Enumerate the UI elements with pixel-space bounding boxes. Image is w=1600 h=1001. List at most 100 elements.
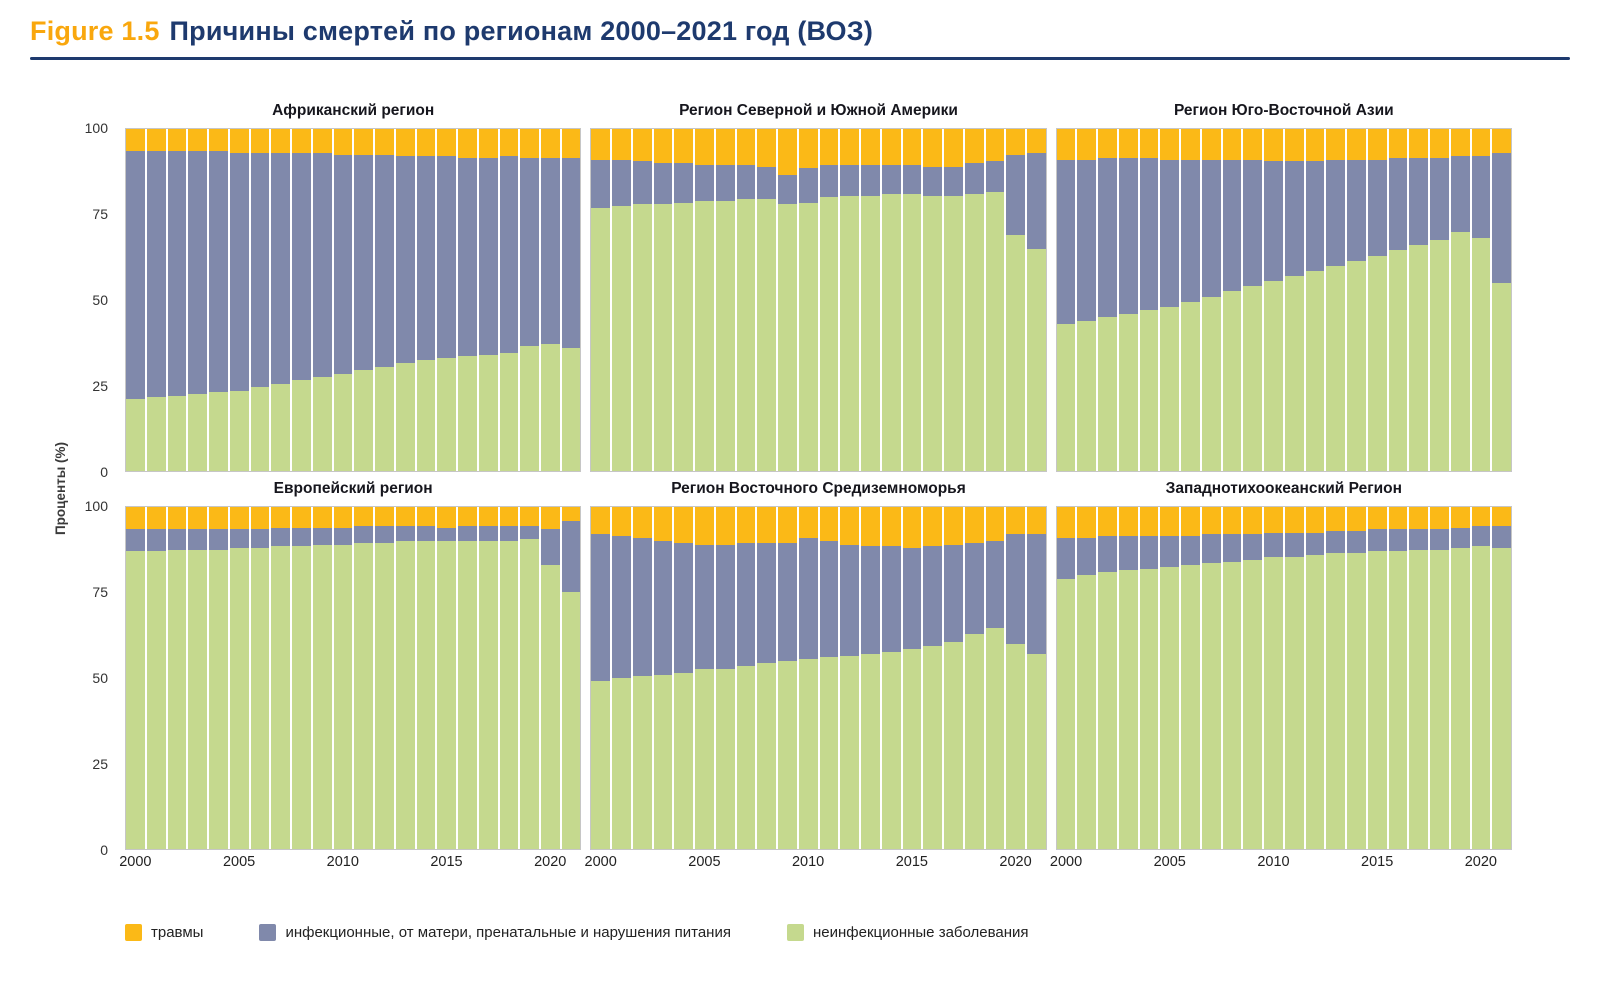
stacked-bar-2001 — [146, 507, 166, 849]
bar-segment-infectious — [333, 154, 353, 374]
bar-segment-ncd — [1264, 281, 1283, 471]
bar-segment-ncd — [1222, 561, 1242, 849]
bar-segment-injuries — [1367, 507, 1387, 530]
bar-segment-ncd — [715, 200, 735, 471]
bar-segment-injuries — [437, 129, 456, 157]
bar-segment-ncd — [437, 358, 456, 471]
bar-segment-injuries — [861, 507, 880, 547]
stacked-bar-2002 — [1098, 507, 1117, 849]
bar-segment-injuries — [395, 507, 415, 526]
bar-segment-injuries — [612, 129, 631, 160]
bar-segment-injuries — [1243, 129, 1263, 160]
bar-segment-injuries — [923, 507, 943, 547]
bar-segment-injuries — [1409, 507, 1429, 530]
stacked-bar-2017 — [478, 507, 498, 849]
bar-segment-ncd — [1027, 654, 1046, 849]
bar-segment-injuries — [1492, 507, 1511, 526]
bar-segment-ncd — [861, 195, 880, 471]
stacked-bar-2014 — [881, 129, 901, 471]
bar-segment-injuries — [840, 507, 860, 545]
stacked-bar-2016 — [923, 129, 943, 471]
bar-segment-injuries — [1222, 507, 1242, 535]
bar-segment-ncd — [354, 542, 373, 849]
bar-segment-infectious — [1077, 159, 1097, 321]
bar-segment-infectious — [653, 541, 673, 675]
stacked-bar-2005 — [695, 129, 714, 471]
bar-segment-ncd — [395, 541, 415, 849]
bar-segment-ncd — [1367, 551, 1387, 849]
bar-segment-infectious — [375, 154, 394, 367]
panel-5: Регион Восточного Средиземноморья 2000 200… — [585, 478, 1047, 878]
stacked-bar-2019 — [985, 129, 1005, 471]
bar-segment-infectious — [250, 529, 270, 549]
bar-segment-injuries — [520, 129, 539, 159]
bar-segment-injuries — [1450, 129, 1470, 157]
stacked-bar-2011 — [1284, 507, 1304, 849]
bar-segment-infectious — [778, 542, 797, 661]
bar-segment-ncd — [964, 193, 984, 471]
bar-segment-ncd — [1430, 240, 1449, 471]
bar-segment-infectious — [1160, 536, 1180, 567]
stacked-bar-2010 — [333, 129, 353, 471]
bar-segment-injuries — [881, 507, 901, 547]
bar-segment-injuries — [653, 129, 673, 164]
bar-segment-injuries — [757, 129, 777, 167]
stacked-bar-2021 — [561, 507, 581, 849]
bar-segment-injuries — [944, 507, 963, 545]
stacked-bar-2020 — [541, 129, 560, 471]
bar-segment-infectious — [1222, 534, 1242, 562]
bar-segment-infectious — [188, 529, 207, 550]
bar-segment-infectious — [674, 163, 694, 203]
bar-segment-infectious — [1006, 154, 1026, 235]
bar-segment-injuries — [695, 129, 714, 165]
bar-segment-ncd — [1347, 553, 1366, 849]
bar-segment-infectious — [229, 152, 249, 391]
stacked-bar-2000 — [1056, 129, 1076, 471]
bar-segment-infectious — [167, 529, 187, 550]
bar-segment-injuries — [1388, 507, 1408, 530]
bar-segment-infectious — [1430, 158, 1449, 241]
stacked-bar-2015 — [902, 507, 922, 849]
bar-segment-infectious — [1430, 529, 1449, 550]
panel-title: Регион Восточного Средиземноморья — [671, 480, 966, 497]
bar-segment-infectious — [1222, 159, 1242, 292]
bar-segment-injuries — [1077, 129, 1097, 160]
bar-segment-ncd — [715, 669, 735, 849]
bar-segment-ncd — [1450, 231, 1470, 471]
x-tick-label: 2010 — [1257, 854, 1290, 870]
bar-segment-ncd — [188, 394, 207, 471]
bar-segment-injuries — [674, 507, 694, 543]
bar-segment-injuries — [612, 507, 631, 537]
bar-segment-infectious — [437, 156, 456, 359]
bar-segment-infectious — [1243, 534, 1263, 560]
bar-segment-infectious — [250, 152, 270, 388]
x-tick-label: 2000 — [584, 854, 617, 870]
bar-segment-injuries — [1118, 507, 1138, 537]
bar-segment-infectious — [1492, 525, 1511, 549]
stacked-bar-2009 — [1243, 129, 1263, 471]
stacked-bar-2009 — [1243, 507, 1263, 849]
bar-segment-ncd — [632, 676, 652, 849]
stacked-bar-2019 — [520, 129, 539, 471]
bar-segment-injuries — [499, 129, 519, 157]
stacked-bar-2002 — [167, 507, 187, 849]
bar-segment-infectious — [312, 527, 332, 545]
stacked-bar-2001 — [612, 507, 631, 849]
plot-area — [1055, 506, 1512, 850]
bar-segment-ncd — [167, 549, 187, 849]
bar-segment-ncd — [312, 544, 332, 849]
bar-segment-ncd — [1077, 575, 1097, 849]
bar-segment-infectious — [1098, 158, 1117, 318]
bar-segment-ncd — [1118, 313, 1138, 471]
bar-segment-ncd — [1430, 549, 1449, 849]
bar-segment-infectious — [1243, 159, 1263, 287]
panel-6: Западнотихоокеанский Регион 2000 2005 2010 2… — [1050, 478, 1512, 878]
bar-segment-infectious — [271, 527, 290, 547]
bar-segment-ncd — [520, 539, 539, 849]
bar-segment-ncd — [229, 548, 249, 849]
stacked-bar-2000 — [126, 507, 145, 849]
bar-segment-infectious — [944, 166, 963, 196]
legend-swatch-infectious-icon — [259, 924, 277, 941]
bar-segment-injuries — [437, 507, 456, 528]
x-tick-label: 2010 — [791, 854, 825, 870]
